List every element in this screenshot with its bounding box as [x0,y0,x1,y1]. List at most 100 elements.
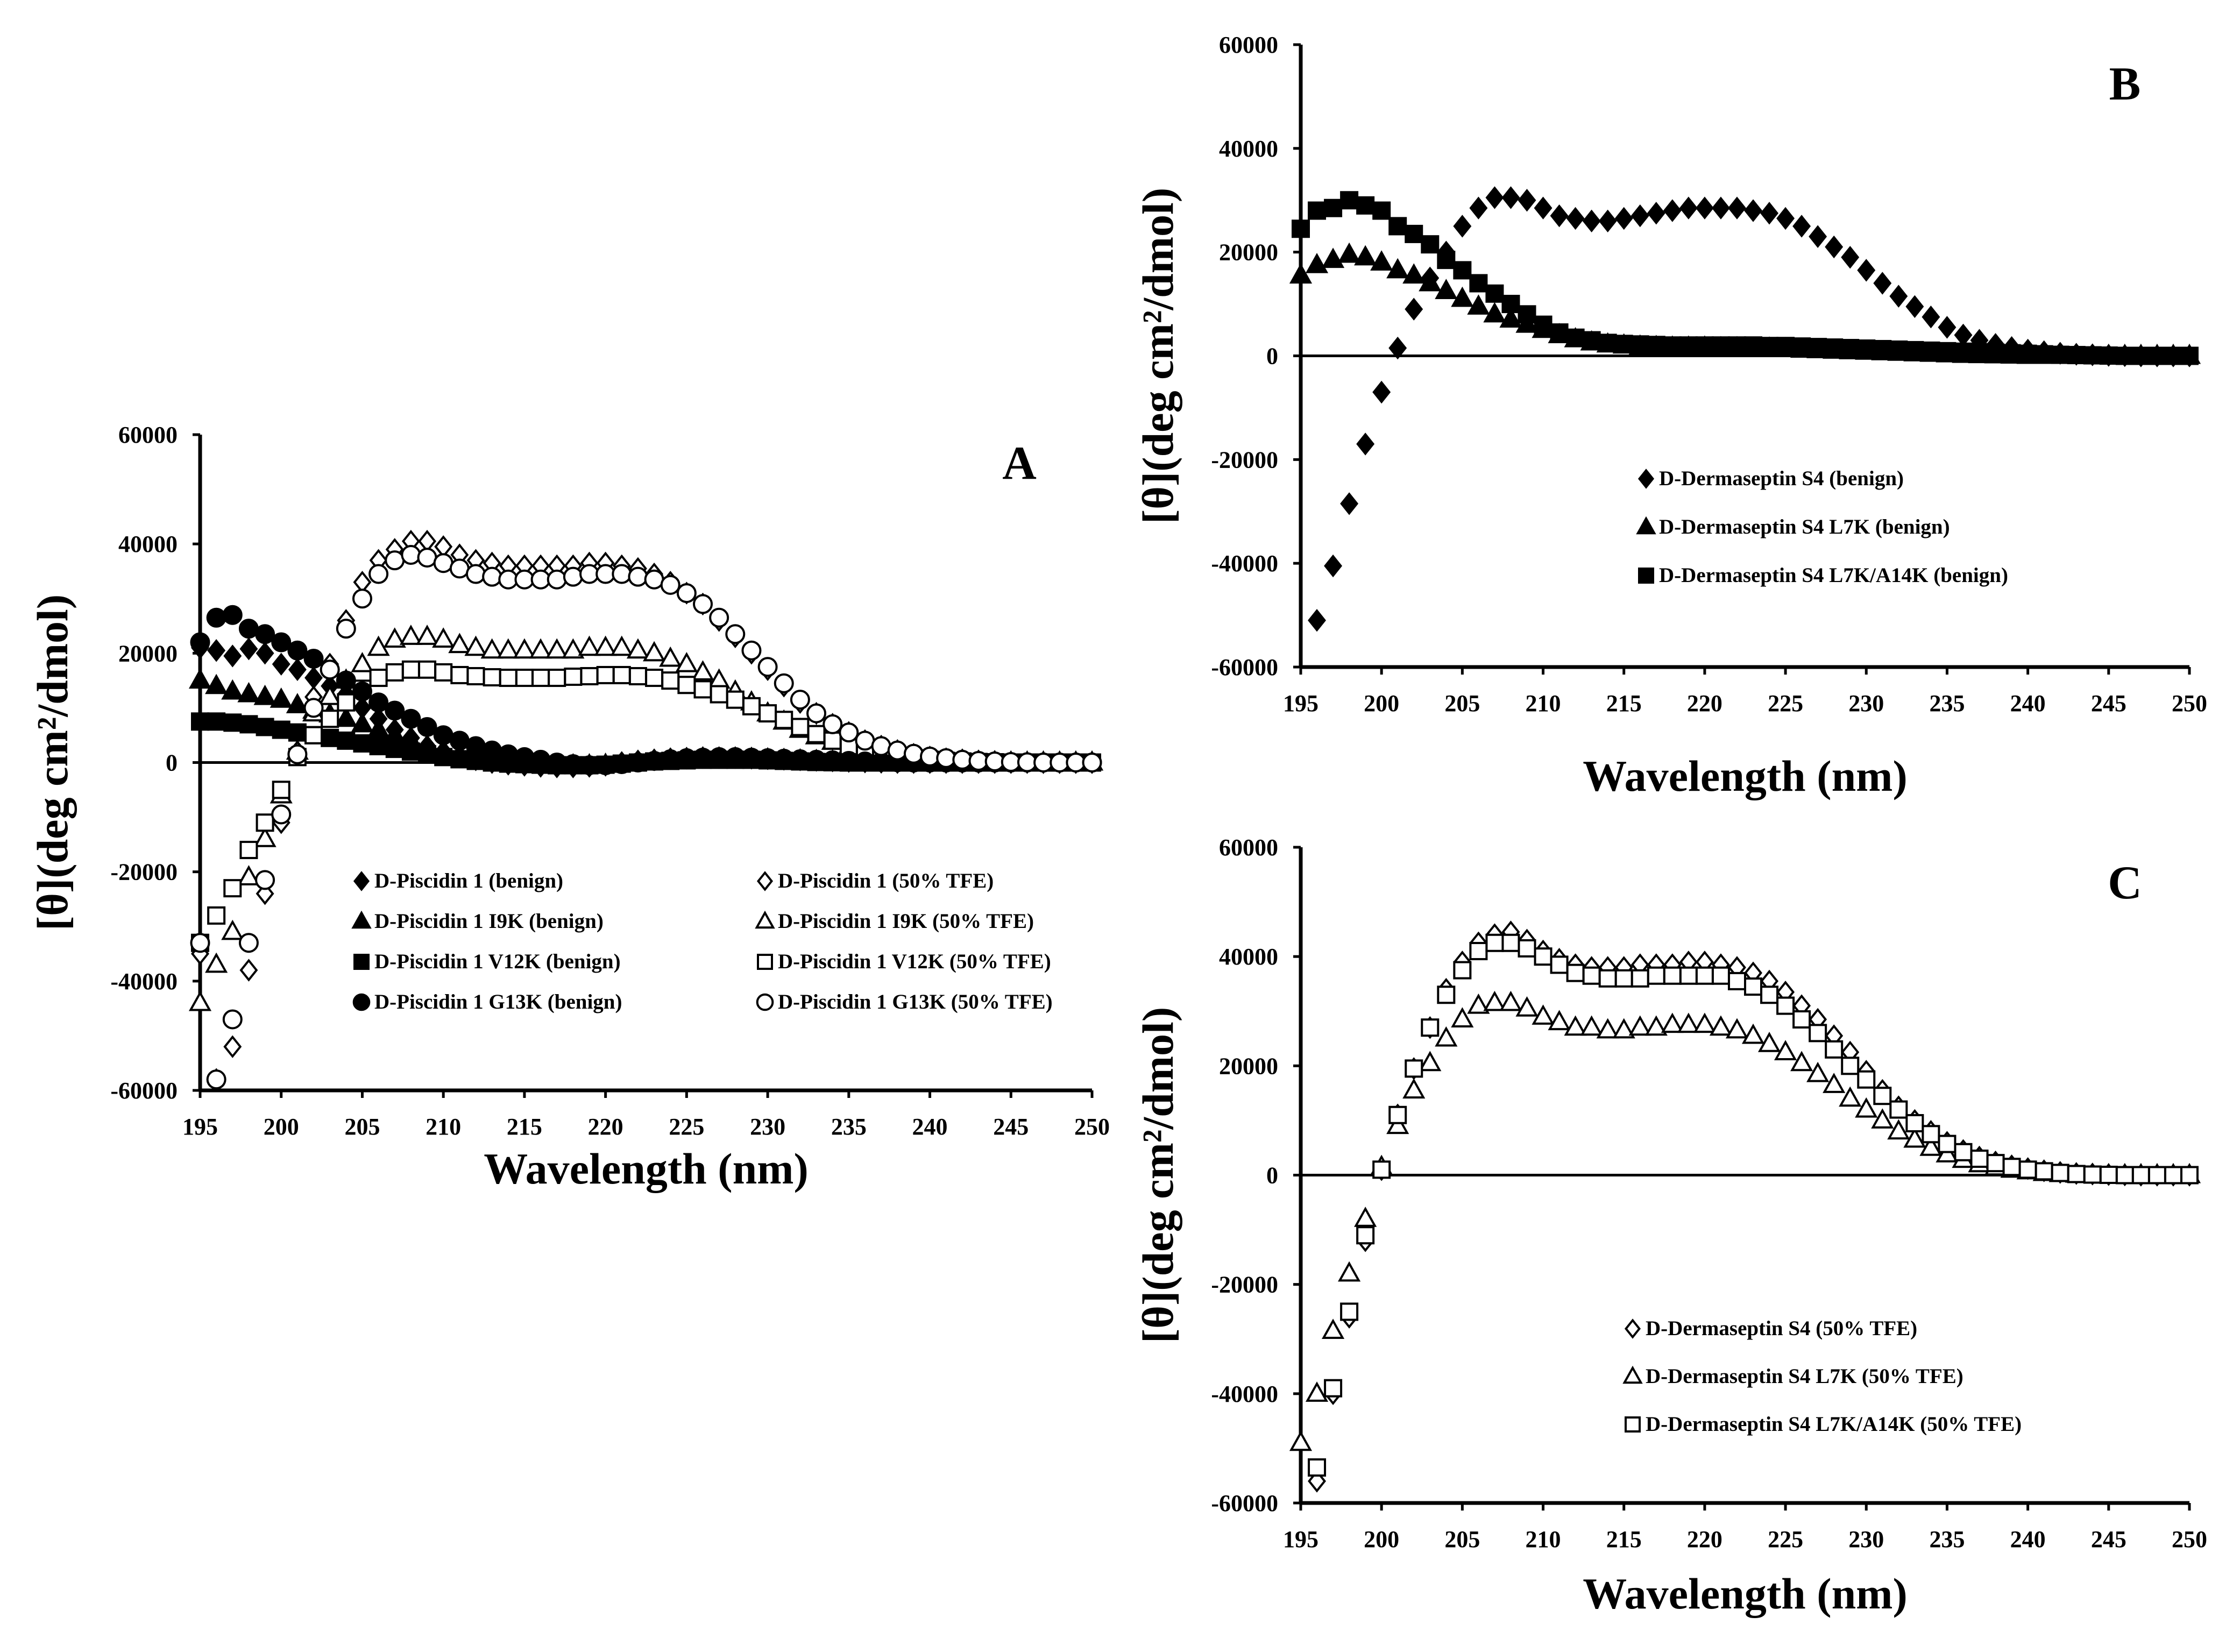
panel-b-data-point [1582,331,1601,350]
panel-a-data-point [482,566,502,587]
panel-c-data-point [1954,1143,1973,1161]
panel-c-x-tick-label: 215 [1606,1526,1642,1552]
panel-c-chart: -60000 -40000 -20000 0 20000 40000 60000 195 200… [1133,834,2207,1618]
panel-c-data-point [1647,966,1665,985]
panel-a-legend-marker [353,954,370,970]
panel-a-data-point [449,558,470,579]
panel-a-data-point [499,669,518,687]
panel-a-data-point [256,813,274,832]
panel-b-data-point [1289,263,1313,284]
panel-a-data-point [351,651,374,672]
panel-a-data-point [287,640,308,661]
panel-b-data-point [1340,191,1359,210]
panel-a-data-point [564,668,583,686]
panel-b-data-point [1534,196,1553,219]
panel-a-data-point [871,736,891,756]
panel-b-data-point [1453,215,1472,238]
panel-a-data-point [206,607,226,628]
panel-c-data-point [1564,1015,1587,1036]
panel-a-data-point [498,744,519,764]
panel-a-data-point [628,667,647,685]
panel-c-y-tick-label: 40000 [1219,944,1278,970]
panel-b-data-point [1695,196,1714,219]
panel-b-data-point [1324,198,1343,217]
panel-b-data-point [1354,245,1377,266]
panel-a-data-point [237,682,260,703]
panel-c-data-point [2147,1166,2166,1185]
panel-a-legend-label: D-Piscidin 1 I9K (benign) [374,910,604,933]
panel-a-data-point [757,657,778,677]
panel-b-data-point [1728,196,1746,219]
panel-a-data-point [758,704,777,723]
panel-c-data-point [1695,966,1714,985]
panel-a-data-point [336,619,356,639]
panel-a-data-point [337,693,356,712]
panel-a-data-point [659,646,682,667]
panel-c-data-point [2115,1166,2134,1185]
panel-a-data-point [642,641,666,662]
panel-b-data-point [2051,345,2069,364]
panel-b-data-point [1308,609,1326,632]
panel-a-data-point [774,673,794,693]
panel-a-data-point [188,668,212,689]
panel-a-data-point [644,750,664,771]
panel-c-x-tick-label: 240 [2010,1526,2046,1552]
panel-b-data-point [1370,250,1393,271]
panel-a-data-point [255,870,275,890]
panel-c-data-point [1760,985,1779,1004]
panel-a-data-point [223,644,242,668]
panel-a-data-point [271,632,292,653]
panel-c-data-point [1693,1012,1716,1033]
panel-a-data-point [807,725,826,743]
panel-c-data-point [1308,1458,1327,1477]
panel-b-data-point [1938,342,1956,360]
panel-b-data-point [1499,307,1522,328]
panel-a-data-point [191,712,209,731]
panel-a-data-point [644,569,664,590]
panel-a-data-point [303,648,324,669]
panel-b-data-point [2180,346,2199,365]
panel-a-data-point [417,548,437,568]
panel-b-y-tick-label: 20000 [1219,239,1278,266]
panel-a-data-point [434,748,453,767]
panel-a-data-point [288,723,307,742]
panel-b-data-point [1483,302,1506,323]
panel-b-data-point [1792,337,1811,356]
panel-a-data-point [952,749,973,770]
panel-a-data-point [399,625,422,645]
panel-b-data-point [2147,346,2166,365]
panel-b-data-point [1825,235,1844,259]
panel-a-y-tick-label: 40000 [118,531,178,557]
panel-b-data-point [1614,335,1633,353]
panel-b-x-tick-label: 225 [1768,690,1803,717]
panel-a-legend-label: D-Piscidin 1 I9K (50% TFE) [778,910,1034,933]
panel-b-data-point [1566,207,1585,230]
panel-b-data-point [1292,219,1310,238]
panel-a-data-point [514,747,535,767]
panel-a-data-point [448,633,471,654]
panel-b-data-point [1308,201,1327,220]
panel-c-y-tick-label: 20000 [1219,1053,1278,1079]
panel-a-data-point [320,660,340,680]
panel-b-data-point [1647,336,1665,354]
panel-a-x-tick-label: 210 [426,1114,461,1140]
panel-c-data-point [1709,1015,1733,1036]
panel-a-data-point [222,605,243,625]
panel-a-data-point [352,589,372,609]
panel-a-data-point [612,564,632,584]
panel-a-data-point [368,564,389,584]
panel-a-x-tick-label: 230 [750,1114,785,1140]
panel-a-chart: -60000 -40000 -20000 0 20000 40000 60000 195 200… [28,422,1110,1193]
panel-a-data-point [286,693,309,713]
panel-c-data-point [1841,1057,1860,1075]
panel-b-data-point [1631,335,1649,354]
panel-a-data-point [353,734,372,753]
panel-b-data-point [1388,336,1407,360]
panel-a-data-point [255,624,275,644]
panel-a-legend-label: D-Piscidin 1 (50% TFE) [778,869,994,892]
panel-c-data-point [1744,977,1763,996]
panel-c-data-point [2099,1165,2118,1184]
panel-b-data-point [1970,343,1989,361]
panel-c-data-point [1596,1018,1619,1039]
panel-c-data-point [1873,1087,1892,1105]
